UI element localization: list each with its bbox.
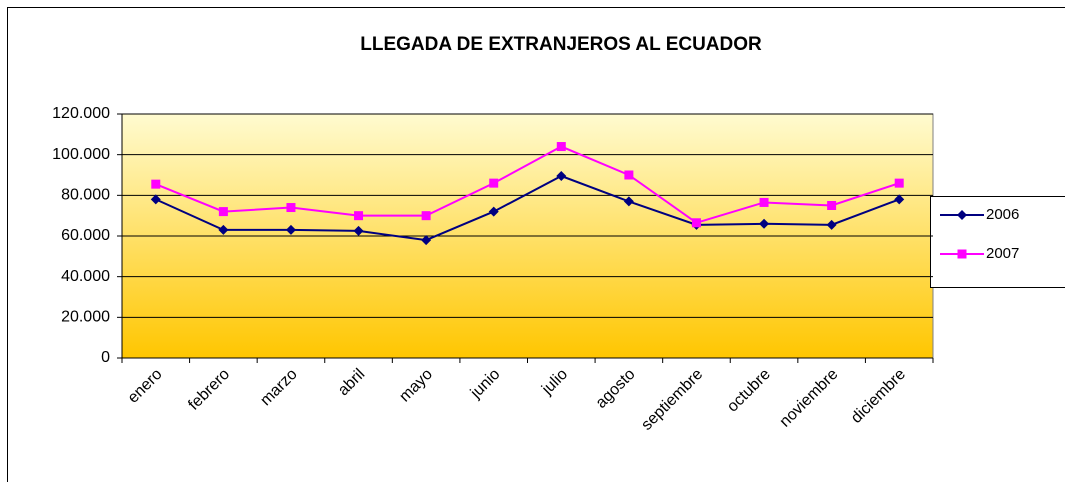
marker [421, 211, 431, 221]
y-tick-label: 100.000 [52, 146, 110, 163]
x-tick-label: septiembre [638, 366, 706, 434]
line [155, 145, 900, 224]
marker [827, 201, 837, 210]
marker [623, 196, 634, 207]
y-tick-label: 120.000 [52, 105, 110, 122]
marker [624, 170, 634, 180]
marker [489, 178, 499, 188]
marker [691, 218, 701, 228]
x-tick-label: enero [125, 366, 166, 407]
y-tick-label: 60.000 [61, 227, 110, 244]
x-tick-label: febrero [185, 366, 233, 414]
marker [556, 171, 567, 182]
marker [826, 219, 837, 230]
x-tick-label: marzo [257, 366, 301, 410]
x-tick-label: abril [335, 366, 368, 399]
marker [150, 194, 161, 205]
marker [218, 207, 228, 217]
legend-label: 2007 [986, 245, 1019, 262]
marker [151, 179, 161, 189]
legend-label: 2006 [986, 206, 1019, 223]
x-tick-label: diciembre [848, 366, 909, 427]
legend [930, 196, 1065, 288]
marker [286, 203, 296, 213]
marker [894, 178, 904, 188]
marker [556, 142, 566, 152]
y-tick-label: 0 [101, 349, 110, 366]
marker [353, 225, 364, 236]
line [155, 174, 900, 242]
marker [488, 206, 499, 217]
marker [759, 197, 769, 207]
marker [218, 224, 229, 235]
marker [894, 194, 905, 205]
x-tick-label: agosto [593, 366, 639, 412]
x-tick-label: julio [538, 366, 571, 399]
marker [759, 218, 770, 229]
marker [354, 211, 364, 221]
y-tick-label: 80.000 [61, 187, 110, 204]
marker [285, 224, 296, 235]
y-tick-label: 20.000 [61, 309, 110, 326]
marker [421, 235, 432, 246]
chart-title: LLEGADA DE EXTRANJEROS AL ECUADOR [360, 34, 762, 55]
x-tick-label: octubre [724, 366, 774, 416]
x-tick-label: noviembre [777, 366, 842, 431]
marker [957, 249, 967, 259]
x-tick-label: mayo [396, 366, 436, 406]
marker [957, 210, 967, 220]
y-tick-label: 40.000 [61, 268, 110, 285]
x-tick-label: junio [467, 366, 504, 403]
